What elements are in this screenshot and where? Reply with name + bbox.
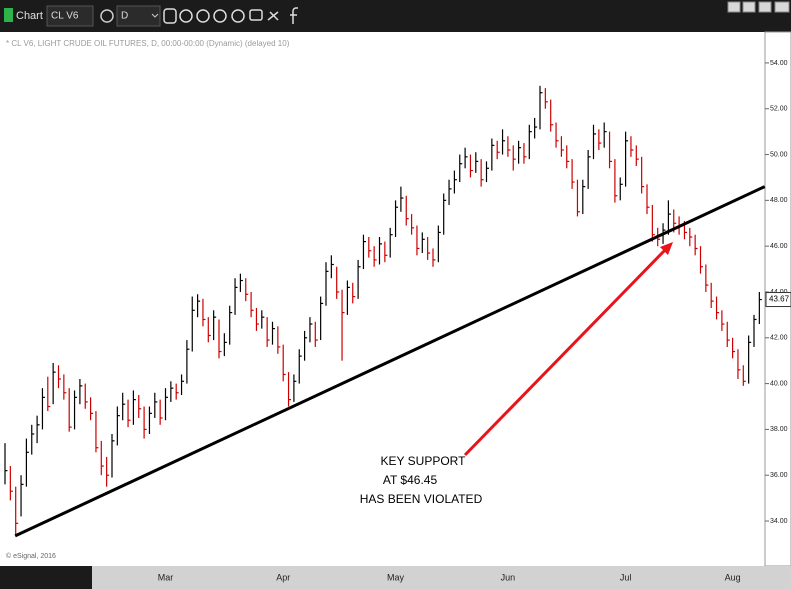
annotation-line: KEY SUPPORT — [381, 454, 467, 468]
window-title: Chart — [16, 10, 43, 22]
window-button[interactable] — [758, 1, 772, 13]
x-tick-label: Jun — [501, 572, 516, 582]
y-tick-label: 46.00 — [770, 243, 788, 250]
y-tick-label: 42.00 — [770, 335, 788, 342]
tool-button[interactable] — [163, 8, 177, 24]
dropdown-caret — [151, 13, 159, 18]
y-tick-label: 54.00 — [770, 60, 788, 67]
x-tick-label: May — [387, 572, 405, 582]
plot-area — [0, 32, 765, 566]
symbol-input[interactable] — [46, 5, 94, 27]
last-price-box — [765, 292, 791, 308]
tool-button[interactable] — [267, 11, 279, 21]
annotation-arrowhead — [660, 242, 673, 255]
window-button[interactable] — [727, 1, 741, 13]
annotation-line: AT $46.45 — [383, 473, 438, 487]
x-tick-label: Apr — [276, 572, 290, 582]
link-button[interactable] — [100, 9, 114, 23]
annotation-arrow — [463, 247, 668, 457]
interval-select[interactable] — [116, 5, 161, 27]
x-tick-label: Mar — [158, 572, 174, 582]
y-tick-label: 38.00 — [770, 426, 788, 433]
y-tick-label: 50.00 — [770, 151, 788, 158]
tool-button[interactable] — [179, 9, 193, 23]
tool-button[interactable] — [249, 9, 263, 21]
last-price-label: 43.67 — [769, 295, 790, 304]
x-tick-label: Aug — [725, 572, 741, 582]
facebook-button[interactable] — [290, 7, 298, 24]
y-tick-label: 34.00 — [770, 518, 788, 525]
time-axis-corner — [0, 566, 92, 589]
tool-button[interactable] — [196, 9, 210, 23]
y-tick-label: 52.00 — [770, 106, 788, 113]
x-tick-label: Jul — [620, 572, 632, 582]
time-axis — [0, 566, 791, 589]
y-tick-label: 40.00 — [770, 380, 788, 387]
symbol-text: CL V6 — [51, 11, 79, 22]
annotation-line: HAS BEEN VIOLATED — [360, 492, 483, 506]
interval-text: D — [121, 11, 128, 22]
copyright: © eSignal, 2016 — [6, 552, 56, 560]
trendline — [14, 185, 766, 538]
tool-button[interactable] — [213, 9, 227, 23]
chart-subtitle: * CL V6, LIGHT CRUDE OIL FUTURES, D, 00:… — [6, 39, 290, 48]
y-tick-label: 36.00 — [770, 472, 788, 479]
tool-button[interactable] — [231, 9, 245, 23]
app-icon — [4, 8, 13, 22]
y-tick-label: 48.00 — [770, 197, 788, 204]
window-button[interactable] — [774, 1, 790, 13]
window-button[interactable] — [742, 1, 756, 13]
